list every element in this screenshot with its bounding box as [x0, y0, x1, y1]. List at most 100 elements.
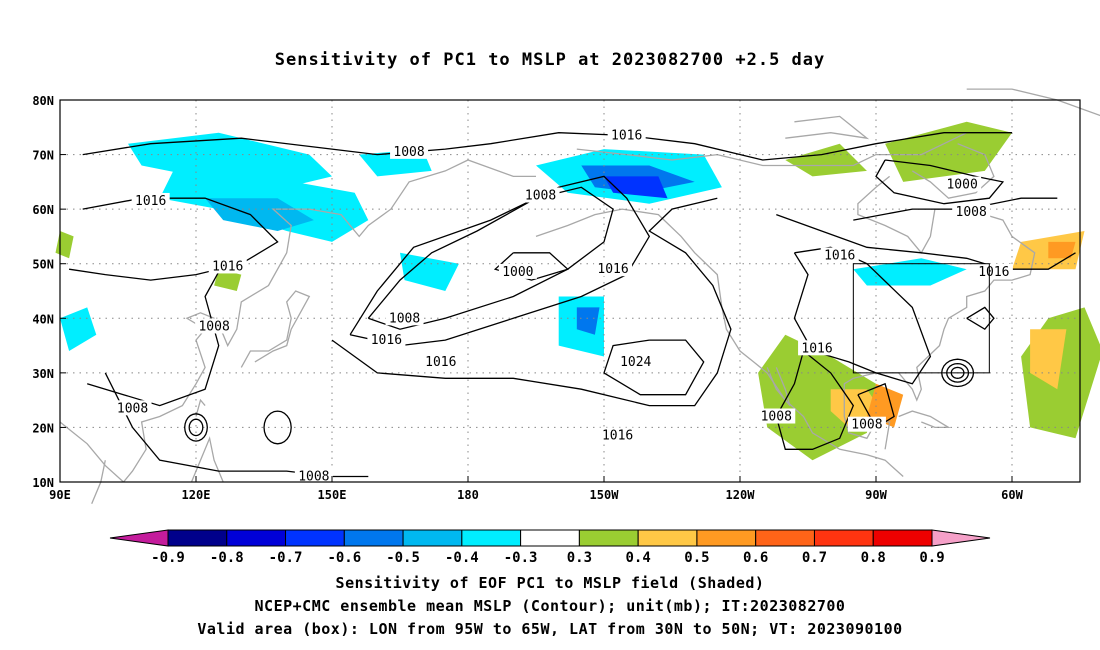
contour-label: 1008: [298, 470, 329, 485]
contour-label-bg: [616, 353, 655, 369]
contour-label-bg: [943, 176, 982, 192]
lat-tick-label: 60N: [32, 203, 54, 217]
contour-label: 1008: [117, 401, 148, 416]
coastline: [766, 367, 791, 407]
sensitivity-patch: [214, 269, 242, 291]
colorbar-swatch: [520, 529, 580, 547]
contour-label-bg: [598, 427, 637, 443]
map-frame: [59, 99, 1081, 483]
lat-tick-label: 20N: [32, 421, 54, 435]
contour-label-bg: [757, 408, 796, 424]
contour-label: 1016: [602, 429, 633, 444]
sensitivity-patch: [1012, 231, 1085, 270]
contour-label-bg: [195, 318, 234, 334]
colorbar-tick-label: -0.8: [210, 550, 244, 566]
coastlines: [59, 88, 1100, 505]
lon-tick-label: 150W: [590, 488, 620, 502]
lat-tick-label: 40N: [32, 312, 54, 326]
mslp-contour-line: [493, 252, 569, 281]
contour-label-bg: [385, 310, 424, 326]
colorbar-tick-label: 0.3: [567, 550, 592, 566]
mslp-contour-line: [349, 175, 651, 347]
coastline: [59, 421, 124, 483]
latitude-labels: 80N 70N 60N 50N 40N 30N 20N 10N: [32, 94, 66, 490]
sensitivity-patch: [55, 231, 74, 259]
contour-label: 1016: [597, 262, 628, 277]
contour-label: 1016: [371, 333, 402, 348]
contour-label: 1016: [425, 355, 456, 370]
colorbar-tick-label: 0.9: [919, 550, 944, 566]
mslp-contour-line: [104, 372, 369, 478]
caption-line-2: NCEP+CMC ensemble mean MSLP (Contour); u…: [254, 597, 846, 615]
mslp-contours: [69, 132, 1076, 478]
colorbar-under-arrow: [109, 529, 169, 547]
coastline: [122, 159, 536, 483]
mslp-contour-closed: [188, 418, 204, 437]
sensitivity-patch: [205, 198, 314, 231]
colorbar-tick-label: -0.4: [445, 550, 479, 566]
colorbar-tick-label: -0.7: [269, 550, 303, 566]
valid-area-box: [852, 263, 990, 374]
sensitivity-patch: [785, 143, 867, 177]
colorbar-swatch: [285, 529, 345, 547]
lat-tick-label: 10N: [32, 476, 54, 490]
sensitivity-patch: [1030, 329, 1067, 390]
colorbar-tick-label: 0.8: [861, 550, 886, 566]
coastline: [195, 398, 206, 417]
lon-tick-label: 90W: [865, 488, 887, 502]
contour-label-bg: [952, 203, 991, 219]
lon-tick-label: 60W: [1001, 488, 1023, 502]
mslp-contour-line: [857, 382, 895, 429]
mslp-contour-line: [367, 186, 614, 330]
colorbar-over-arrow: [931, 529, 991, 547]
lat-tick-label: 30N: [32, 367, 54, 381]
contour-label: 1008: [525, 189, 556, 204]
contour-label-bg: [113, 400, 152, 416]
figure-title: Sensitivity of PC1 to MSLP at 2023082700…: [274, 50, 826, 70]
sensitivity-patch: [576, 307, 600, 335]
contour-label-bg: [974, 263, 1013, 279]
colorbar-tick-label: -0.6: [327, 550, 361, 566]
sensitivity-patch: [853, 258, 967, 286]
colorbar: -0.9 -0.8 -0.7 -0.6 -0.5 -0.4 -0.3 0.3 0.4 0.5 0.6…: [109, 529, 991, 566]
lon-tick-label: 120W: [726, 488, 756, 502]
sensitivity-patch: [1048, 241, 1076, 259]
contour-label: 1016: [212, 259, 243, 274]
coastline: [785, 115, 870, 140]
contour-label-bg: [498, 263, 537, 279]
contour-label-bg: [798, 340, 837, 356]
coastline: [911, 143, 995, 199]
colorbar-swatch: [167, 529, 228, 547]
sensitivity-patch: [758, 334, 876, 461]
contour-label-bg: [208, 258, 247, 274]
contour-label: 1000: [502, 265, 533, 280]
mslp-contour-closed: [184, 413, 208, 442]
contour-label-bg: [294, 468, 333, 484]
contour-label: 1008: [389, 311, 420, 326]
colorbar-tick-label: -0.9: [151, 550, 185, 566]
caption-line-1: Sensitivity of EOF PC1 to MSLP field (Sh…: [335, 574, 765, 592]
mslp-contour-line: [82, 132, 1012, 161]
colorbar-swatch: [813, 529, 874, 547]
colorbar-swatch: [461, 529, 522, 547]
colorbar-tick-label: -0.3: [504, 550, 538, 566]
contour-label: 1008: [393, 145, 424, 160]
contour-label-bg: [367, 332, 406, 348]
contour-label: 1016: [611, 128, 642, 143]
coastline: [240, 290, 311, 368]
contour-label-bg: [820, 247, 859, 263]
lon-tick-label: 90E: [49, 488, 71, 502]
contour-label: 1016: [978, 265, 1009, 280]
contour-label: 1024: [620, 355, 651, 370]
mslp-contour-line: [776, 213, 1076, 270]
colorbar-tick-label: 0.5: [684, 550, 709, 566]
colorbar-swatch: [343, 529, 404, 547]
coastline: [843, 175, 1036, 402]
mslp-contour-line: [331, 197, 732, 407]
colorbar-tick-label: 0.6: [743, 550, 768, 566]
lon-tick-label: 180: [457, 488, 479, 502]
colorbar-swatch: [226, 529, 287, 547]
sensitivity-patch: [60, 307, 97, 351]
mslp-contour-line: [966, 306, 995, 331]
